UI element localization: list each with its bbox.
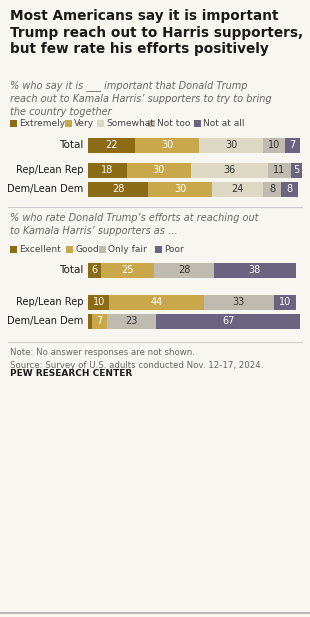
Bar [10, 246, 17, 252]
Text: Rep/Lean Rep: Rep/Lean Rep [16, 297, 83, 307]
Bar [204, 294, 274, 310]
Text: Not at all: Not at all [203, 118, 244, 128]
Text: 10: 10 [268, 140, 280, 150]
Text: 25: 25 [121, 265, 134, 275]
Text: 22: 22 [105, 140, 118, 150]
Text: 33: 33 [233, 297, 245, 307]
Text: 38: 38 [249, 265, 261, 275]
Bar [65, 120, 72, 126]
Bar [88, 162, 126, 178]
Bar [109, 294, 204, 310]
Text: 30: 30 [161, 140, 173, 150]
Bar [126, 162, 191, 178]
Bar [88, 138, 135, 152]
Text: Rep/Lean Rep: Rep/Lean Rep [16, 165, 83, 175]
Bar [264, 181, 281, 196]
Text: Most Americans say it is important
Trump reach out to Harris supporters,
but few: Most Americans say it is important Trump… [10, 9, 303, 57]
Text: 30: 30 [153, 165, 165, 175]
Bar [155, 246, 162, 252]
Bar [157, 313, 300, 328]
Text: 24: 24 [232, 184, 244, 194]
Text: Total: Total [59, 265, 83, 275]
Text: Dem/Lean Dem: Dem/Lean Dem [7, 316, 83, 326]
Text: % who rate Donald Trump’s efforts at reaching out
to Kamala Harris’ supporters a: % who rate Donald Trump’s efforts at rea… [10, 213, 259, 236]
Bar [10, 120, 17, 126]
Text: 30: 30 [225, 140, 237, 150]
Text: 8: 8 [269, 184, 275, 194]
Text: 6: 6 [91, 265, 97, 275]
Text: 10: 10 [279, 297, 291, 307]
Text: 5: 5 [294, 165, 300, 175]
Text: 7: 7 [97, 316, 103, 326]
Bar [88, 313, 92, 328]
Text: 67: 67 [222, 316, 234, 326]
Bar [264, 138, 285, 152]
Bar [154, 262, 214, 278]
Text: Note: No answer responses are not shown.
Source: Survey of U.S. adults conducted: Note: No answer responses are not shown.… [10, 348, 264, 370]
Bar [148, 120, 155, 126]
Bar [88, 181, 148, 196]
Text: Somewhat: Somewhat [106, 118, 154, 128]
Bar [101, 262, 154, 278]
Text: Excellent: Excellent [19, 244, 61, 254]
Text: Extremely: Extremely [19, 118, 65, 128]
Bar [194, 120, 201, 126]
Text: Only fair: Only fair [108, 244, 147, 254]
Bar [214, 262, 295, 278]
Bar [285, 138, 300, 152]
Bar [291, 162, 302, 178]
Bar [92, 313, 107, 328]
Text: PEW RESEARCH CENTER: PEW RESEARCH CENTER [10, 369, 132, 378]
Text: 11: 11 [273, 165, 286, 175]
Bar [135, 138, 199, 152]
Bar [66, 246, 73, 252]
Bar [191, 162, 268, 178]
Text: Very: Very [74, 118, 95, 128]
Bar [281, 181, 298, 196]
Text: 10: 10 [93, 297, 105, 307]
Text: 44: 44 [150, 297, 163, 307]
Bar [99, 246, 106, 252]
Text: Poor: Poor [164, 244, 184, 254]
Text: Not too: Not too [157, 118, 190, 128]
Bar [212, 181, 264, 196]
Text: 28: 28 [178, 265, 190, 275]
Text: Dem/Lean Dem: Dem/Lean Dem [7, 184, 83, 194]
Text: Total: Total [59, 140, 83, 150]
Bar [148, 181, 212, 196]
Text: 36: 36 [223, 165, 235, 175]
Text: 18: 18 [101, 165, 113, 175]
Text: 23: 23 [126, 316, 138, 326]
Bar [107, 313, 157, 328]
Text: Good: Good [75, 244, 99, 254]
Bar [97, 120, 104, 126]
Text: 7: 7 [289, 140, 295, 150]
Bar [88, 294, 109, 310]
Text: 30: 30 [174, 184, 186, 194]
Bar [199, 138, 264, 152]
Bar [274, 294, 295, 310]
Text: 8: 8 [286, 184, 292, 194]
Bar [88, 262, 101, 278]
Text: 28: 28 [112, 184, 124, 194]
Bar [268, 162, 291, 178]
Text: % who say it is ___ important that Donald Trump
reach out to Kamala Harris’ supp: % who say it is ___ important that Donal… [10, 80, 272, 117]
